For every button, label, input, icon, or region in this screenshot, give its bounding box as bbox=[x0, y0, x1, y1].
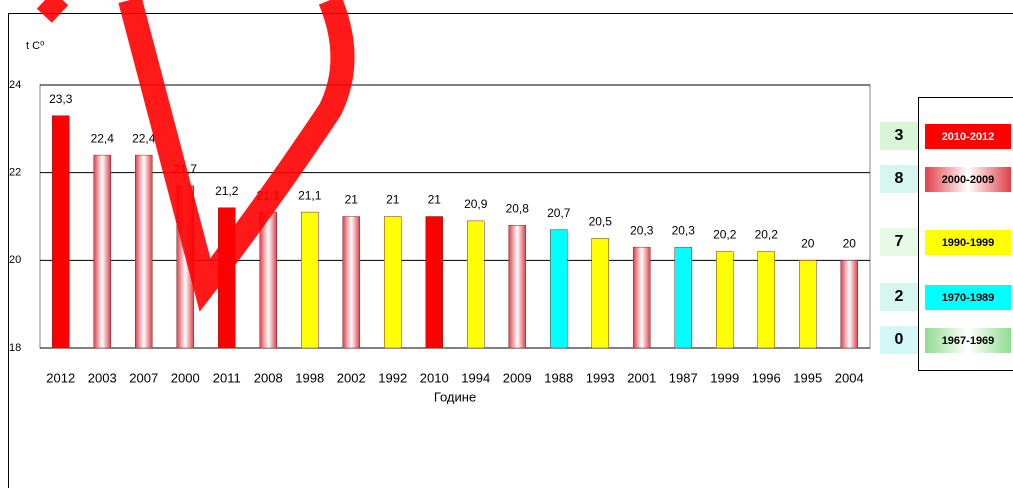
x-tick-label: 2000 bbox=[171, 370, 200, 385]
x-tick-label: 1999 bbox=[710, 370, 739, 385]
bar bbox=[675, 247, 692, 348]
x-tick-label: 2002 bbox=[337, 370, 366, 385]
x-tick-label: 2012 bbox=[46, 370, 75, 385]
x-tick-label: 1996 bbox=[752, 370, 781, 385]
value-label: 21,1 bbox=[298, 188, 322, 202]
y-axis-label: t C⁰ bbox=[26, 40, 45, 52]
value-label: 20 bbox=[843, 237, 857, 251]
x-tick-label: 2007 bbox=[129, 370, 158, 385]
y-tick-label: 22 bbox=[9, 167, 21, 179]
legend-count: 7 bbox=[895, 233, 904, 250]
value-label: 20,2 bbox=[713, 228, 737, 242]
value-label: 21 bbox=[345, 193, 359, 207]
value-label: 20 bbox=[801, 237, 815, 251]
legend-label: 1970-1989 bbox=[942, 292, 995, 304]
legend-count: 2 bbox=[895, 288, 904, 305]
bar bbox=[467, 221, 484, 348]
x-tick-label: 2010 bbox=[420, 370, 449, 385]
x-tick-label: 1994 bbox=[461, 370, 490, 385]
value-label: 23,3 bbox=[49, 92, 73, 106]
bar bbox=[301, 212, 318, 348]
bar bbox=[135, 155, 152, 348]
bar bbox=[343, 217, 360, 349]
bar bbox=[260, 212, 277, 348]
x-tick-label: 1993 bbox=[586, 370, 615, 385]
bar bbox=[633, 247, 650, 348]
x-tick-label: 1988 bbox=[544, 370, 573, 385]
x-tick-label: 1995 bbox=[793, 370, 822, 385]
legend-label: 1967-1969 bbox=[942, 335, 995, 347]
bar bbox=[509, 225, 526, 348]
x-axis-label: Годинe bbox=[434, 389, 476, 404]
value-label: 20,9 bbox=[464, 197, 488, 211]
value-label: 20,3 bbox=[672, 223, 696, 237]
legend-label: 2000-2009 bbox=[942, 174, 995, 186]
bar bbox=[426, 217, 443, 349]
value-label: 20,8 bbox=[506, 201, 530, 215]
legend-count: 8 bbox=[895, 170, 904, 187]
bar bbox=[716, 252, 733, 348]
value-label: 20,5 bbox=[589, 215, 613, 229]
y-tick-label: 20 bbox=[9, 254, 21, 266]
value-label: 21 bbox=[386, 193, 400, 207]
bar bbox=[758, 252, 775, 348]
value-label: 20,7 bbox=[547, 206, 571, 220]
x-tick-label: 1992 bbox=[378, 370, 407, 385]
x-tick-label: 1998 bbox=[295, 370, 324, 385]
bar bbox=[384, 217, 401, 349]
legend-label: 2010-2012 bbox=[942, 131, 995, 143]
x-tick-label: 2009 bbox=[503, 370, 532, 385]
bar bbox=[52, 116, 69, 348]
y-tick-label: 18 bbox=[9, 342, 21, 354]
bar bbox=[550, 230, 567, 348]
value-label: 20,2 bbox=[755, 228, 779, 242]
x-tick-label: 2008 bbox=[254, 370, 283, 385]
x-tick-label: 2011 bbox=[213, 370, 241, 385]
bar bbox=[592, 238, 609, 348]
bar bbox=[94, 155, 111, 348]
value-label: 20,3 bbox=[630, 223, 654, 237]
x-tick-label: 2001 bbox=[627, 370, 656, 385]
legend-label: 1990-1999 bbox=[942, 237, 995, 249]
y-tick-label: 24 bbox=[9, 79, 21, 91]
x-tick-label: 1987 bbox=[669, 370, 698, 385]
value-label: 21,2 bbox=[215, 184, 239, 198]
legend-count: 3 bbox=[895, 127, 904, 144]
x-tick-label: 2003 bbox=[88, 370, 117, 385]
bar bbox=[799, 260, 816, 348]
x-tick-label: 2004 bbox=[835, 370, 864, 385]
bar bbox=[841, 260, 858, 348]
value-label: 22,4 bbox=[132, 131, 156, 145]
value-label: 21 bbox=[428, 193, 442, 207]
value-label: 22,4 bbox=[91, 131, 115, 145]
legend-count: 0 bbox=[895, 331, 904, 348]
